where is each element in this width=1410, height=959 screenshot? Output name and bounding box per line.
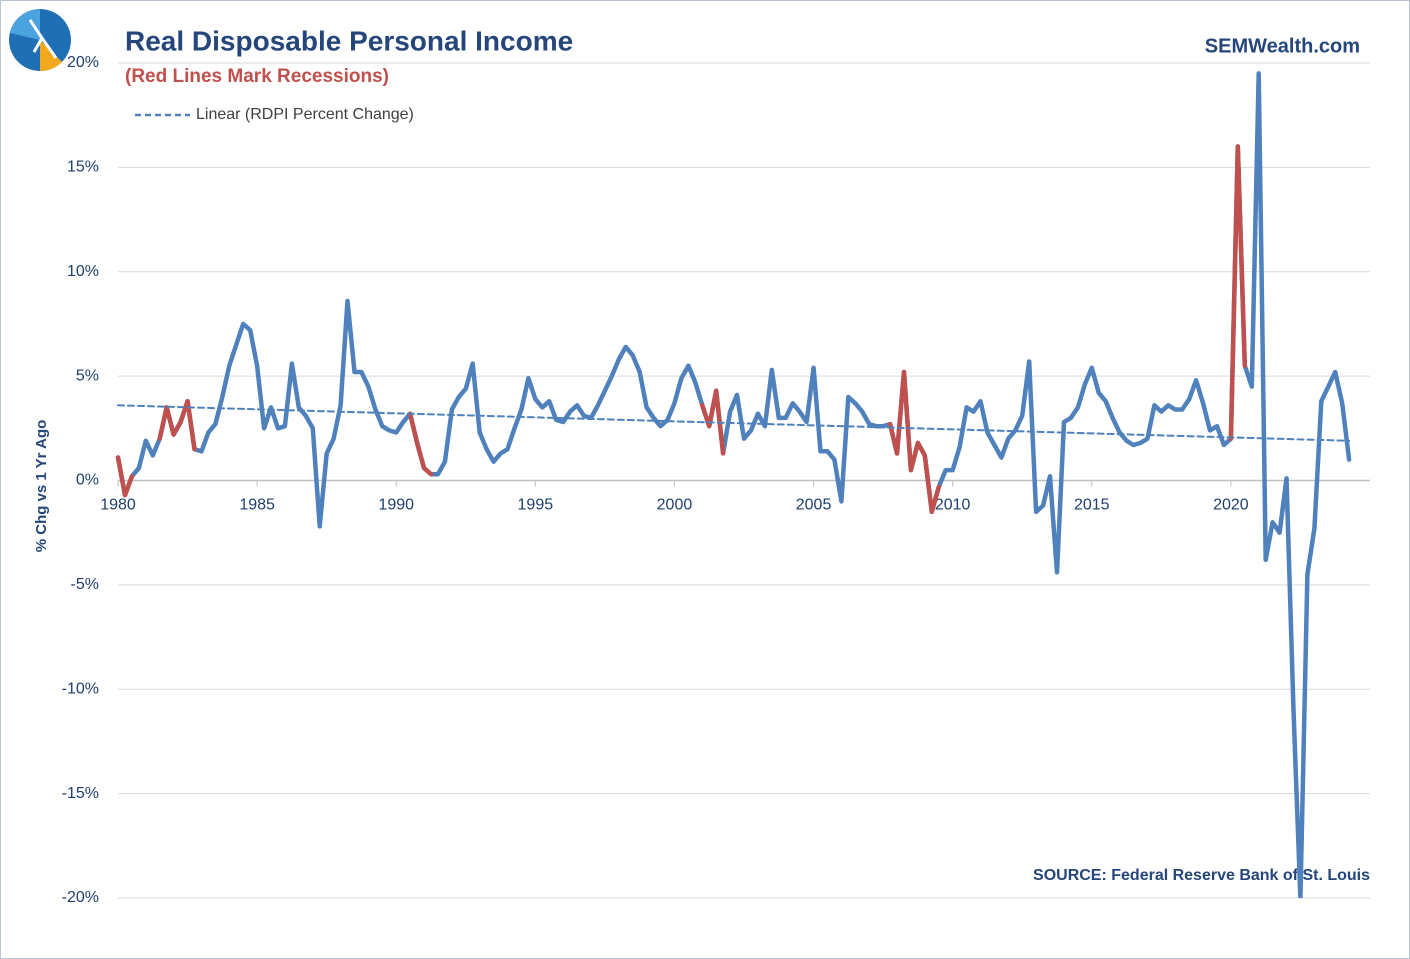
x-tick-label: 2005 (796, 497, 832, 514)
series-line (407, 411, 434, 477)
x-tick-label: 2015 (1074, 497, 1110, 514)
x-tick-label: 1980 (100, 497, 136, 514)
y-tick-label: 5% (76, 367, 99, 384)
brand: SEMWealth.com (1205, 35, 1360, 57)
series-line (1228, 144, 1248, 441)
x-tick-label: 2020 (1213, 497, 1249, 514)
y-tick-label: 15% (67, 159, 99, 176)
y-tick-label: 0% (76, 472, 99, 489)
y-tick-label: -10% (62, 680, 99, 697)
x-tick-label: 2010 (935, 497, 971, 514)
series-line (115, 71, 1352, 898)
series-line (157, 398, 197, 452)
chart-subtitle: (Red Lines Mark Recessions) (125, 66, 389, 87)
y-tick-label: 20% (67, 54, 99, 71)
series-line (115, 455, 135, 498)
x-tick-label: 1985 (239, 497, 275, 514)
x-tick-label: 1990 (378, 497, 414, 514)
chart-title: Real Disposable Personal Income (125, 25, 573, 56)
y-axis-label: % Chg vs 1 Yr Ago (33, 420, 50, 553)
y-tick-label: -15% (62, 785, 99, 802)
series-line (887, 369, 942, 515)
plot-area (115, 71, 1352, 898)
trend-line (117, 404, 1351, 442)
x-tick-label: 2000 (657, 497, 693, 514)
y-tick-label: -20% (62, 889, 99, 906)
legend-label: Linear (RDPI Percent Change) (196, 106, 414, 123)
y-tick-label: 10% (67, 263, 99, 280)
y-tick-label: -5% (71, 576, 99, 593)
logo (9, 9, 71, 72)
x-tick-label: 1995 (518, 497, 554, 514)
source: SOURCE: Federal Reserve Bank of St. Loui… (1033, 867, 1370, 884)
